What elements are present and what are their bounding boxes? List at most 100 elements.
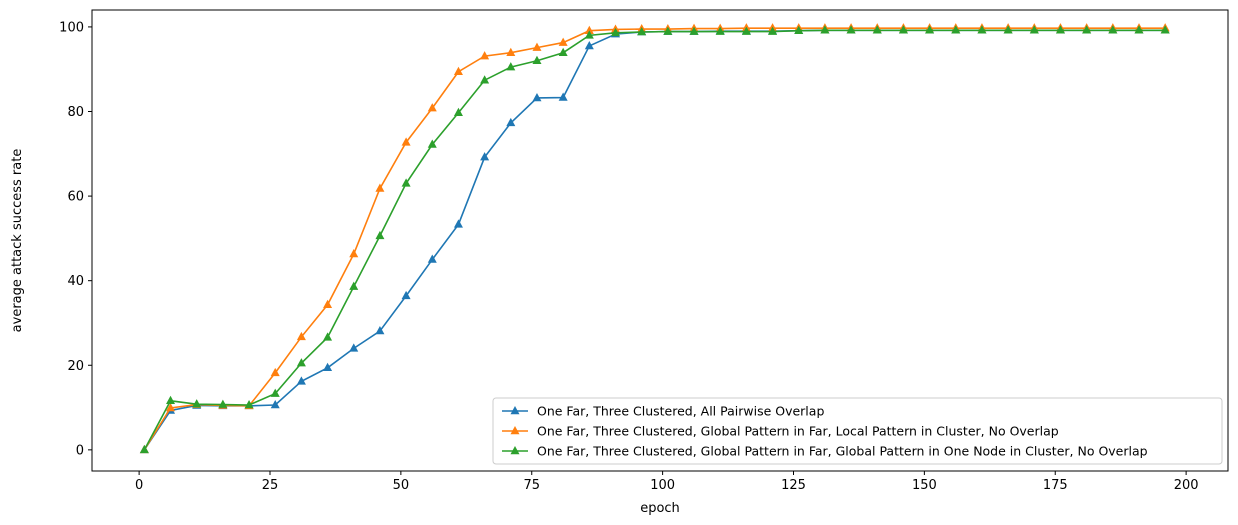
data-point — [480, 152, 490, 161]
legend: One Far, Three Clustered, All Pairwise O… — [492, 397, 1223, 465]
y-tick-label: 100 — [59, 20, 84, 35]
data-point — [715, 26, 725, 35]
legend-item: One Far, Three Clustered, All Pairwise O… — [502, 404, 824, 419]
legend-label: One Far, Three Clustered, Global Pattern… — [537, 444, 1148, 459]
data-point — [270, 367, 280, 377]
data-point — [663, 26, 673, 35]
data-point — [506, 117, 516, 127]
data-point — [506, 47, 516, 56]
data-point — [296, 358, 306, 367]
data-point — [453, 66, 463, 75]
data-point — [192, 399, 202, 408]
data-point — [558, 92, 568, 101]
x-tick-label: 125 — [781, 478, 806, 493]
data-point — [427, 254, 437, 263]
data-point — [244, 400, 254, 409]
data-point — [401, 290, 411, 300]
legend-swatch-marker — [510, 406, 520, 415]
x-tick-label: 150 — [912, 478, 937, 493]
y-tick-label: 20 — [67, 359, 84, 374]
data-point — [741, 26, 751, 35]
data-point — [218, 399, 228, 408]
data-point — [375, 230, 385, 240]
legend-box — [492, 397, 1223, 465]
data-point — [480, 75, 490, 84]
data-point — [532, 42, 542, 51]
data-point — [637, 26, 647, 36]
data-point — [506, 62, 516, 71]
data-point — [898, 25, 908, 34]
data-point — [427, 103, 437, 112]
data-point — [296, 331, 306, 341]
x-axis-label: epoch — [640, 501, 680, 516]
y-tick-label: 80 — [67, 105, 84, 120]
data-point — [401, 178, 411, 187]
data-point — [1160, 25, 1170, 34]
y-tick-label: 0 — [76, 443, 84, 458]
data-point — [584, 25, 594, 34]
data-point — [270, 388, 280, 397]
x-tick-label: 200 — [1174, 478, 1199, 493]
data-point — [558, 37, 568, 46]
x-axis: 0 25 50 75 100 125 150 175 200 — [135, 471, 1199, 493]
data-point — [323, 332, 333, 341]
data-point — [401, 137, 411, 146]
data-point — [611, 27, 621, 37]
series-line — [143, 27, 1166, 451]
data-point — [1134, 25, 1144, 34]
data-point — [1003, 25, 1013, 34]
legend-swatch-marker — [510, 426, 520, 435]
data-point — [925, 25, 935, 34]
data-point — [349, 281, 359, 290]
x-tick-label: 25 — [262, 478, 279, 493]
data-point — [323, 362, 333, 372]
legend-item: One Far, Three Clustered, Global Pattern… — [502, 424, 1059, 439]
series-layer — [139, 23, 1170, 454]
legend-label: One Far, Three Clustered, Global Pattern… — [537, 424, 1059, 439]
data-point — [453, 107, 463, 117]
data-point — [532, 55, 542, 65]
x-tick-label: 0 — [135, 478, 143, 493]
data-point — [768, 26, 778, 35]
data-point — [166, 395, 176, 405]
y-tick-label: 60 — [67, 190, 84, 205]
data-point — [951, 25, 961, 34]
x-tick-label: 175 — [1043, 478, 1068, 493]
series-1 — [139, 25, 1170, 454]
data-point — [375, 183, 385, 192]
data-point — [323, 299, 333, 309]
data-point — [375, 326, 385, 335]
data-point — [1082, 25, 1092, 34]
x-tick-label: 75 — [523, 478, 540, 493]
data-point — [349, 249, 359, 258]
plot-frame — [91, 9, 1229, 472]
data-point — [977, 25, 987, 34]
data-point — [296, 376, 306, 385]
data-point — [532, 92, 542, 102]
data-point — [270, 400, 280, 409]
y-tick-label: 40 — [67, 274, 84, 289]
y-axis: 0 20 40 60 80 100 — [59, 20, 92, 458]
y-axis-label: average attack success rate — [10, 149, 25, 333]
legend-swatch-marker — [510, 446, 520, 455]
x-tick-label: 100 — [650, 478, 675, 493]
series-3 — [139, 25, 1170, 454]
legend-label: One Far, Three Clustered, All Pairwise O… — [537, 404, 824, 419]
data-point — [166, 402, 176, 412]
data-point — [558, 47, 568, 56]
data-point — [1055, 25, 1065, 34]
data-point — [584, 30, 594, 39]
data-point — [453, 219, 463, 228]
data-point — [689, 26, 699, 35]
data-point — [1108, 25, 1118, 34]
data-point — [794, 25, 804, 34]
data-point — [820, 25, 830, 34]
data-point — [349, 343, 359, 352]
series-line — [143, 29, 1166, 451]
data-point — [480, 51, 490, 60]
data-point — [846, 25, 856, 34]
data-point — [1029, 25, 1039, 34]
data-point — [584, 40, 594, 50]
x-tick-label: 50 — [393, 478, 410, 493]
